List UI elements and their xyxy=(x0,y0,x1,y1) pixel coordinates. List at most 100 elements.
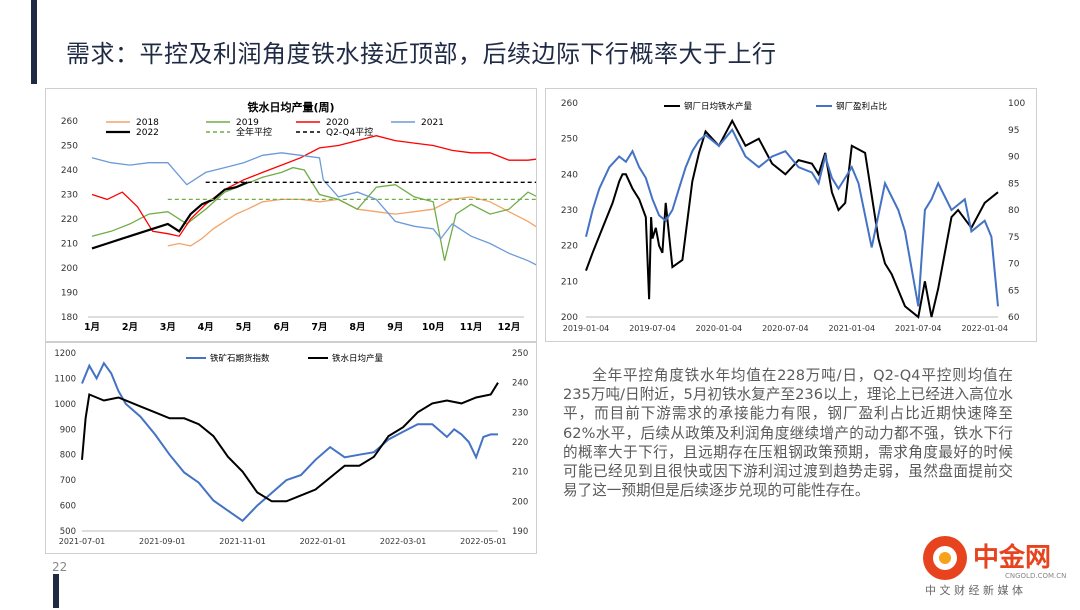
slide-title: 需求：平控及利润角度铁水接近顶部，后续边际下行概率大于上行 xyxy=(66,40,777,68)
legend-label: 2018 xyxy=(136,118,159,128)
accent-bar-top xyxy=(31,0,37,84)
x-tick-label: 2020-07-04 xyxy=(762,324,809,333)
chart-panel-1: 铁水日均产量(周) 180 190 200 210 220 230 240 250 260 1月 2… xyxy=(45,88,548,342)
y-tick-label-right: 220 xyxy=(512,438,528,448)
y-tick-label-left: 230 xyxy=(561,206,578,216)
y-tick-label: 190 xyxy=(61,289,78,299)
logo-name: 中金网 xyxy=(973,542,1051,573)
y-tick-label-right: 90 xyxy=(1008,153,1020,163)
legend-label: 2020 xyxy=(326,118,349,128)
y-tick-label: 210 xyxy=(61,240,78,250)
y-tick-label-left: 210 xyxy=(561,277,578,287)
series-line xyxy=(81,382,499,503)
series-line xyxy=(81,361,498,523)
legend-label: 铁水日均产量 xyxy=(332,353,384,364)
x-tick-label: 4月 xyxy=(198,322,214,333)
y-tick-label-right: 95 xyxy=(1008,126,1019,136)
y-tick-label: 180 xyxy=(61,313,78,323)
chart-1-svg: 铁水日均产量(周) 180 190 200 210 220 230 240 250 260 1月 2… xyxy=(61,100,548,333)
series-line xyxy=(167,196,548,247)
y-tick-label-left: 1100 xyxy=(54,374,76,384)
x-tick-label: 11月 xyxy=(460,322,483,333)
y-tick-label: 240 xyxy=(61,166,78,176)
y-tick-label-right: 200 xyxy=(512,497,528,507)
legend-label: 2019 xyxy=(236,118,259,128)
y-tick-label-left: 260 xyxy=(561,99,578,109)
x-tick-label: 3月 xyxy=(160,322,176,333)
y-tick-label-right: 240 xyxy=(512,379,528,389)
logo-svg: 中金网 CNGOLD.COM.CN 中 文 财 经 新 媒 体 xyxy=(923,536,1066,597)
brand-logo: 中金网 CNGOLD.COM.CN 中 文 财 经 新 媒 体 xyxy=(905,530,1075,606)
x-tick-label: 1月 xyxy=(84,322,100,333)
series-line xyxy=(91,152,548,271)
y-tick-label-right: 210 xyxy=(512,468,528,478)
page-number: 22 xyxy=(52,560,68,574)
logo-url: CNGOLD.COM.CN xyxy=(1005,572,1066,580)
y-tick-label-right: 80 xyxy=(1008,206,1020,216)
y-tick-label-left: 250 xyxy=(561,135,578,145)
chart-3-svg: 500 600 700 800 900 1000 1100 1200 190 200 210 220 2… xyxy=(54,349,528,546)
x-tick-label: 2022-01-01 xyxy=(300,537,347,546)
legend-label: 全年平控 xyxy=(236,126,272,138)
y-tick-label-left: 200 xyxy=(561,313,578,323)
x-tick-label: 2020-01-04 xyxy=(696,324,743,333)
y-tick-label-left: 1000 xyxy=(54,400,76,410)
y-tick-label-right: 100 xyxy=(1008,99,1025,109)
y-tick-label: 260 xyxy=(61,117,78,127)
series-line xyxy=(91,135,548,237)
y-tick-label-right: 250 xyxy=(512,349,528,359)
analysis-paragraph: 全年平控角度铁水年均值在228万吨/日，Q2-Q4平控则均值在235万吨/日附近… xyxy=(563,367,1013,500)
x-tick-label: 2022-03-01 xyxy=(380,537,427,546)
chart-1-title: 铁水日均产量(周) xyxy=(247,100,334,114)
x-tick-label: 2022-05-01 xyxy=(460,537,507,546)
y-tick-label-right: 65 xyxy=(1008,286,1019,296)
y-tick-label-left: 1200 xyxy=(54,349,76,359)
x-tick-label: 2021-11-01 xyxy=(219,537,266,546)
x-tick-label: 10月 xyxy=(422,322,445,333)
x-tick-label: 5月 xyxy=(236,322,252,333)
y-tick-label-right: 230 xyxy=(512,408,528,418)
y-tick-label-left: 240 xyxy=(561,170,578,180)
legend-label: Q2-Q4平控 xyxy=(326,126,373,138)
y-tick-label-right: 75 xyxy=(1008,233,1019,243)
y-tick-label: 220 xyxy=(61,215,78,225)
series-line xyxy=(91,166,548,261)
y-tick-label-left: 800 xyxy=(60,451,76,461)
y-tick-label: 250 xyxy=(61,142,78,152)
y-tick-label-left: 500 xyxy=(60,527,76,537)
chart-panel-3: 500 600 700 800 900 1000 1100 1200 190 200 210 220 2… xyxy=(45,342,537,554)
x-tick-label: 12月 xyxy=(498,322,521,333)
series-line xyxy=(585,118,999,319)
x-tick-label: 2021-07-01 xyxy=(59,537,106,546)
y-tick-label: 200 xyxy=(61,264,78,274)
legend-label: 钢厂盈利占比 xyxy=(836,101,887,112)
y-tick-label-right: 60 xyxy=(1008,313,1020,323)
accent-bar-bottom xyxy=(53,574,59,608)
legend-label: 2022 xyxy=(136,128,159,138)
x-tick-label: 2021-01-04 xyxy=(829,324,876,333)
x-tick-label: 2月 xyxy=(122,322,138,333)
y-tick-label-right: 70 xyxy=(1008,260,1020,270)
x-tick-label: 2019-01-04 xyxy=(563,324,610,333)
y-tick-label-left: 900 xyxy=(60,425,76,435)
x-tick-label: 2021-07-04 xyxy=(895,324,942,333)
y-tick-label-right: 190 xyxy=(512,527,528,537)
chart-panel-2: 200 210 220 230 240 250 260 60 65 70 75 80 85 90 95 100… xyxy=(545,88,1037,342)
legend-label: 铁矿石期货指数 xyxy=(210,353,270,364)
y-tick-label-left: 600 xyxy=(60,502,76,512)
logo-core-icon xyxy=(939,552,951,564)
y-tick-label-right: 85 xyxy=(1008,179,1019,189)
x-tick-label: 8月 xyxy=(349,322,365,333)
x-tick-label: 9月 xyxy=(387,322,403,333)
series-line xyxy=(91,181,248,250)
x-tick-label: 2022-01-04 xyxy=(961,324,1008,333)
x-tick-label: 6月 xyxy=(274,322,290,333)
x-tick-label: 2019-07-04 xyxy=(629,324,676,333)
logo-tagline: 中 文 财 经 新 媒 体 xyxy=(925,583,1023,597)
legend-label: 钢厂日均铁水产量 xyxy=(684,101,753,112)
y-tick-label-left: 220 xyxy=(561,242,578,252)
series-line xyxy=(585,127,999,307)
y-tick-label: 230 xyxy=(61,191,78,201)
x-tick-label: 2021-09-01 xyxy=(139,537,186,546)
legend-label: 2021 xyxy=(421,118,444,128)
